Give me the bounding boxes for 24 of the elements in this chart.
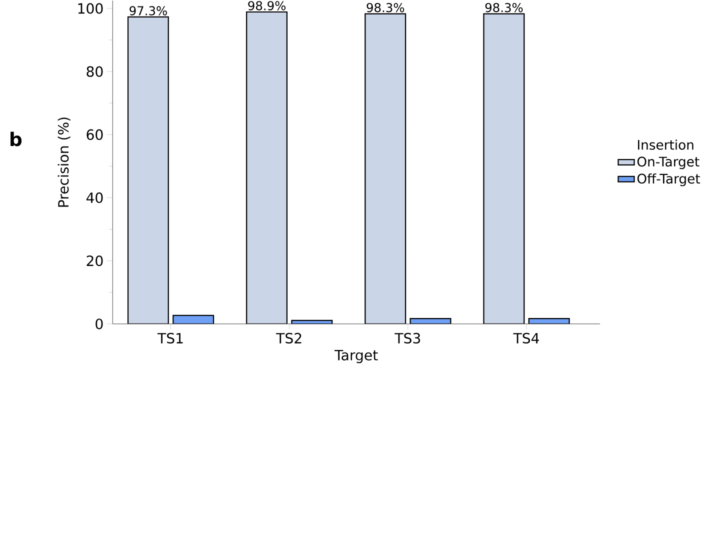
data-label: 98.3%	[366, 2, 404, 12]
legend-label: Off-Target	[637, 173, 700, 186]
data-label: 97.3%	[130, 6, 167, 16]
y-tick-label: 60	[86, 129, 103, 140]
y-tick-label: 80	[86, 66, 103, 77]
x-tick-label: TS2	[276, 332, 302, 344]
text: b	[10, 132, 22, 146]
x-tick-label: TS4	[513, 332, 539, 344]
data-label: 98.9%	[248, 0, 286, 10]
y-axis-title: Precision (%)	[58, 117, 70, 207]
x-axis-title: Target	[334, 350, 378, 364]
y-tick-label: 20	[86, 255, 103, 266]
x-tick-label: TS1	[157, 332, 183, 344]
y-tick-label: 0	[96, 318, 103, 330]
y-tick-label: 40	[86, 192, 103, 203]
bar	[127, 16, 169, 324]
legend-title: Insertion	[638, 139, 694, 150]
bar	[364, 13, 406, 324]
bar	[246, 11, 288, 324]
bar	[483, 13, 525, 324]
data-label: 98.3%	[485, 2, 523, 12]
y-tick-label: 100	[78, 2, 103, 14]
x-tick-label: TS3	[394, 332, 420, 344]
legend-label: On-Target	[637, 156, 700, 169]
